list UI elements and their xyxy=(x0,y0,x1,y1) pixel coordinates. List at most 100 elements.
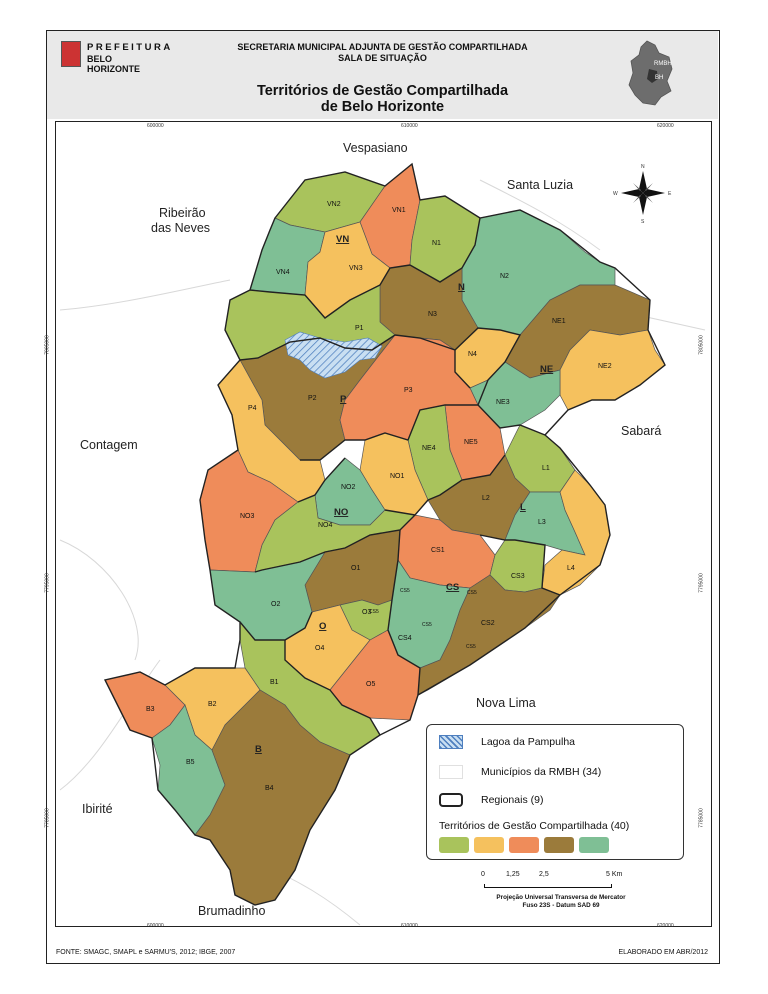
city-ribeirao: Ribeirão xyxy=(159,206,206,220)
svg-text:NO: NO xyxy=(334,507,348,518)
svg-text:NO1: NO1 xyxy=(390,473,405,480)
territory-class-swatch-2 xyxy=(474,837,504,853)
inset-rmbh-label: RMBH xyxy=(654,61,672,67)
coord-x-top-3: 620000 xyxy=(657,123,674,129)
legend-lagoa-label: Lagoa da Pampulha xyxy=(481,736,575,748)
svg-text:O5: O5 xyxy=(366,681,375,688)
elaborated-date: ELABORADO EM ABR/2012 xyxy=(618,949,708,956)
svg-text:CS5: CS5 xyxy=(400,588,410,594)
coord-y-left-3: 7785000 xyxy=(44,808,51,828)
coord-x-bottom-1: 600000 xyxy=(147,923,164,929)
svg-text:S: S xyxy=(641,219,645,225)
svg-text:CS1: CS1 xyxy=(431,547,445,554)
svg-text:O3: O3 xyxy=(362,609,371,616)
svg-text:L3: L3 xyxy=(538,519,546,526)
coord-x-bottom-3: 620000 xyxy=(657,923,674,929)
svg-text:CS2: CS2 xyxy=(481,620,495,627)
municipios-swatch xyxy=(439,765,463,779)
scale-bar-line xyxy=(484,884,612,888)
territory-class-swatch-5 xyxy=(579,837,609,853)
svg-text:P3: P3 xyxy=(404,387,413,394)
map-title-line1: Territórios de Gestão Compartilhada xyxy=(256,83,509,99)
svg-text:NE5: NE5 xyxy=(464,439,478,446)
svg-text:VN1: VN1 xyxy=(392,207,406,214)
svg-text:B: B xyxy=(255,744,262,755)
legend-municipios-label: Municípios da RMBH (34) xyxy=(481,766,602,778)
coord-y-left-1: 7805000 xyxy=(44,335,51,355)
scale-tick-0: 0 xyxy=(481,871,485,878)
city-vespasiano: Vespasiano xyxy=(343,141,408,155)
secretaria-label: SECRETARIA MUNICIPAL ADJUNTA DE GESTÃO C… xyxy=(237,42,528,52)
coat-of-arms-icon xyxy=(61,41,81,67)
svg-text:VN4: VN4 xyxy=(276,269,290,276)
svg-text:L1: L1 xyxy=(542,465,550,472)
svg-text:NE: NE xyxy=(540,364,553,375)
svg-text:P: P xyxy=(340,394,347,405)
scale-tick-2: 2,5 xyxy=(539,871,549,878)
svg-text:CS: CS xyxy=(446,582,459,593)
svg-text:N4: N4 xyxy=(468,351,477,358)
coord-x-bottom-2: 610000 xyxy=(401,923,418,929)
scale-bar: 0 1,25 2,5 5 Km xyxy=(478,871,638,911)
svg-text:VN3: VN3 xyxy=(349,265,363,272)
city-sabara: Sabará xyxy=(621,424,662,438)
sala-label: SALA DE SITUAÇÃO xyxy=(338,53,427,63)
territory-class-swatch-3 xyxy=(509,837,539,853)
logo-line2: BELO HORIZONTE xyxy=(87,54,140,74)
svg-text:L4: L4 xyxy=(567,565,575,572)
svg-text:O4: O4 xyxy=(315,645,324,652)
prefeitura-logo: PREFEITURA BELO HORIZONTE xyxy=(61,41,170,74)
footer: FONTE: SMAGC, SMAPL e SARMU'S, 2012; IBG… xyxy=(50,946,714,962)
coord-y-right-2: 7795000 xyxy=(698,573,705,593)
regional-labels: VN N NE P NO L CS O B xyxy=(255,234,553,755)
svg-text:NE1: NE1 xyxy=(552,318,566,325)
territory-class-swatch-1 xyxy=(439,837,469,853)
projection-line2: Fuso 23S - Datum SAD 69 xyxy=(522,902,600,909)
lagoa-da-pampulha xyxy=(284,331,383,379)
legend-regionais-label: Regionais (9) xyxy=(481,794,544,806)
rmbh-inset-map: RMBH BH xyxy=(628,40,673,106)
scale-tick-3: 5 Km xyxy=(606,871,623,878)
svg-text:CS3: CS3 xyxy=(511,573,525,580)
coord-x-top-1: 600000 xyxy=(147,123,164,129)
lagoa-swatch xyxy=(439,735,463,749)
svg-text:VN: VN xyxy=(336,234,349,245)
svg-text:B2: B2 xyxy=(208,701,217,708)
regionais-swatch xyxy=(439,793,463,807)
svg-text:N2: N2 xyxy=(500,273,509,280)
inset-bh-label: BH xyxy=(655,75,663,81)
city-nova-lima: Nova Lima xyxy=(476,696,536,710)
svg-text:O1: O1 xyxy=(351,565,360,572)
svg-text:B5: B5 xyxy=(186,759,195,766)
svg-text:P4: P4 xyxy=(248,405,257,412)
svg-text:NO2: NO2 xyxy=(341,484,356,491)
projection-line1: Projeção Universal Transversa de Mercato… xyxy=(496,894,626,901)
svg-text:O: O xyxy=(319,621,326,632)
coord-x-top-2: 610000 xyxy=(401,123,418,129)
city-contagem: Contagem xyxy=(80,438,138,452)
coord-y-right-3: 7785000 xyxy=(698,808,705,828)
svg-text:NE2: NE2 xyxy=(598,363,612,370)
source-note: FONTE: SMAGC, SMAPL e SARMU'S, 2012; IBG… xyxy=(56,949,236,956)
svg-text:B3: B3 xyxy=(146,706,155,713)
header-panel: PREFEITURA BELO HORIZONTE SECRETARIA MUN… xyxy=(47,31,718,119)
svg-text:W: W xyxy=(613,191,618,197)
svg-text:NO3: NO3 xyxy=(240,513,255,520)
city-brumadinho: Brumadinho xyxy=(198,904,266,918)
svg-text:P1: P1 xyxy=(355,325,364,332)
map-title-line2: de Belo Horizonte xyxy=(320,99,445,115)
coord-y-left-2: 7795000 xyxy=(44,573,51,593)
svg-text:P2: P2 xyxy=(308,395,317,402)
svg-text:E: E xyxy=(668,191,672,197)
svg-text:N1: N1 xyxy=(432,240,441,247)
territory-class-swatch-4 xyxy=(544,837,574,853)
svg-text:CS5: CS5 xyxy=(466,644,476,650)
map-legend: Lagoa da Pampulha Municípios da RMBH (34… xyxy=(426,724,684,860)
svg-text:B1: B1 xyxy=(270,679,279,686)
svg-text:B4: B4 xyxy=(265,785,274,792)
svg-text:N3: N3 xyxy=(428,311,437,318)
svg-text:L2: L2 xyxy=(482,495,490,502)
svg-text:NE4: NE4 xyxy=(422,445,436,452)
scale-tick-1: 1,25 xyxy=(506,871,520,878)
